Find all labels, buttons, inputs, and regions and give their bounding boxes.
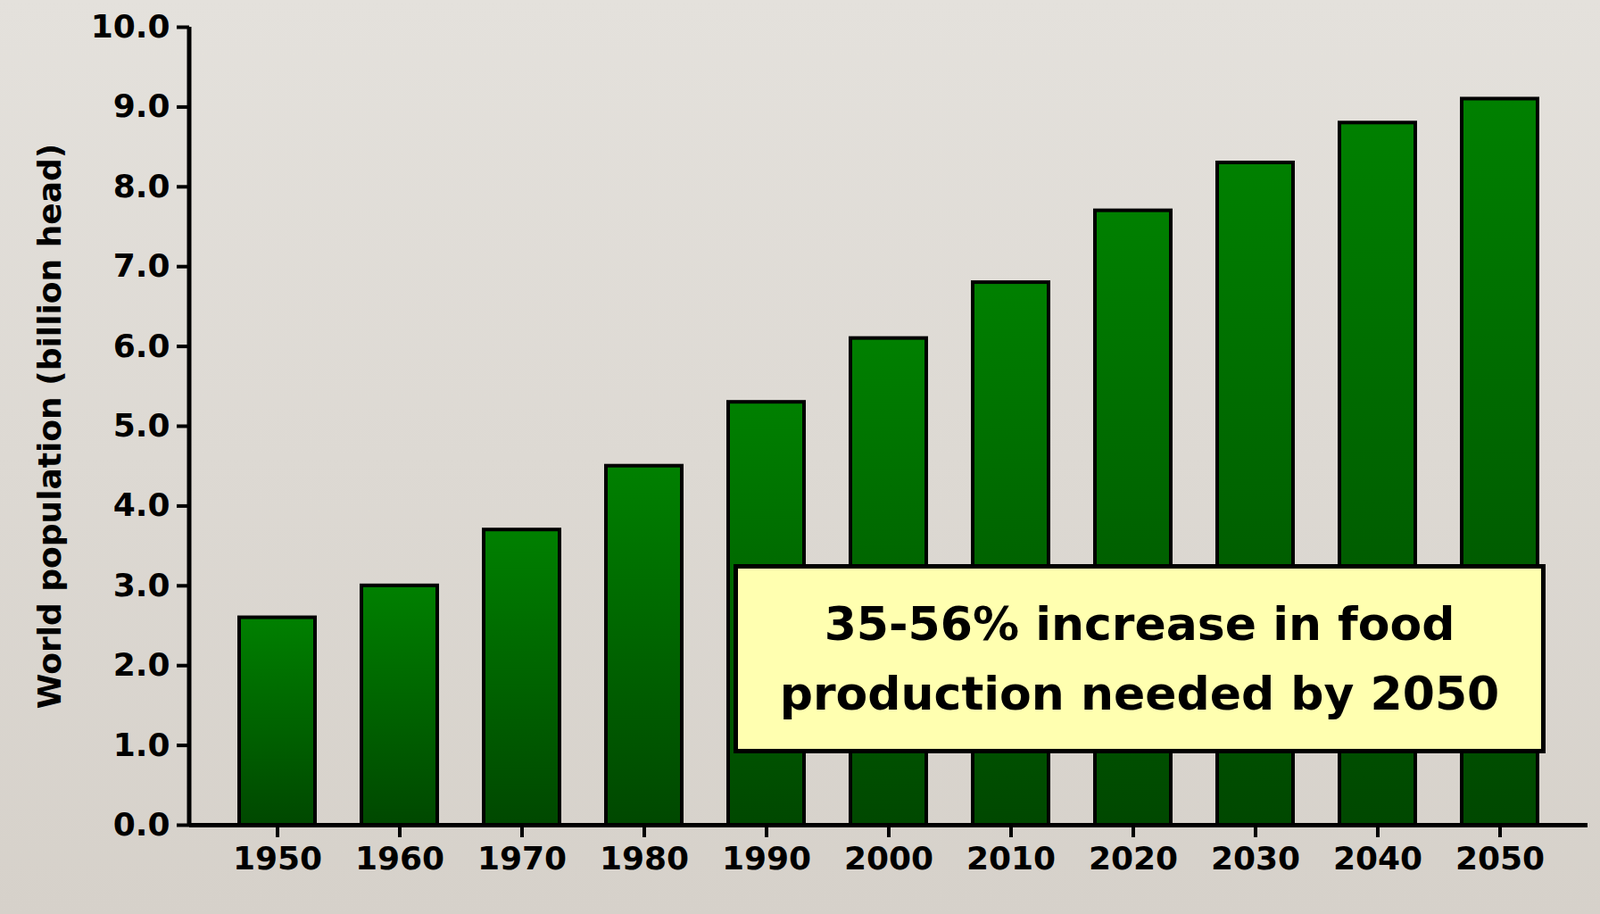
- svg-text:1970: 1970: [477, 839, 567, 877]
- svg-text:2.0: 2.0: [113, 646, 171, 683]
- svg-text:2030: 2030: [1210, 839, 1301, 877]
- svg-text:2050: 2050: [1455, 839, 1545, 877]
- svg-text:1980: 1980: [599, 839, 689, 877]
- svg-text:1990: 1990: [721, 839, 812, 877]
- svg-text:1.0: 1.0: [113, 726, 171, 763]
- svg-text:9.0: 9.0: [113, 87, 171, 125]
- svg-text:1960: 1960: [355, 839, 445, 877]
- svg-text:10.0: 10.0: [91, 8, 171, 45]
- svg-text:2020: 2020: [1088, 839, 1178, 877]
- html-text:35-56% increase in food produc: 35-56% increase in food production neede…: [779, 596, 1500, 721]
- svg-text:3.0: 3.0: [113, 566, 171, 604]
- svg-text:8.0: 8.0: [113, 167, 171, 205]
- svg-text:0.0: 0.0: [113, 805, 171, 843]
- svg-text:7.0: 7.0: [113, 247, 171, 284]
- svg-text:2040: 2040: [1333, 839, 1423, 877]
- svg-text:2010: 2010: [966, 839, 1056, 877]
- svg-text:5.0: 5.0: [113, 406, 171, 444]
- svg-text:1950: 1950: [232, 839, 323, 877]
- svg-text:4.0: 4.0: [113, 486, 171, 523]
- svg-text:World population (billion head: World population (billion head): [31, 143, 68, 710]
- svg-text:2000: 2000: [844, 839, 934, 877]
- svg-text:6.0: 6.0: [113, 327, 171, 365]
